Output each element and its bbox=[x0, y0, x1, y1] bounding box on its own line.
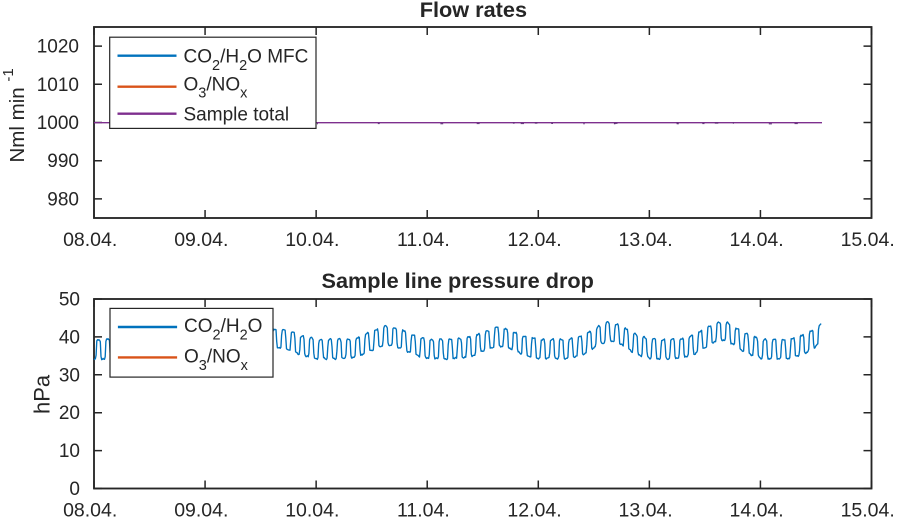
svg-text:14.04.: 14.04. bbox=[729, 229, 783, 251]
svg-text:14.04.: 14.04. bbox=[729, 499, 783, 519]
svg-text:08.04.: 08.04. bbox=[63, 229, 117, 251]
svg-text:08.04.: 08.04. bbox=[63, 499, 117, 519]
svg-text:11.04.: 11.04. bbox=[397, 229, 450, 251]
svg-text:11.04.: 11.04. bbox=[397, 499, 450, 519]
svg-text:09.04.: 09.04. bbox=[174, 499, 228, 519]
svg-text:Sample line pressure drop: Sample line pressure drop bbox=[322, 268, 594, 293]
svg-text:12.04.: 12.04. bbox=[507, 229, 561, 251]
svg-text:980: 980 bbox=[47, 189, 79, 210]
svg-text:13.04.: 13.04. bbox=[618, 499, 672, 519]
svg-text:1010: 1010 bbox=[37, 75, 79, 96]
svg-text:30: 30 bbox=[59, 365, 80, 386]
svg-text:0: 0 bbox=[69, 479, 80, 500]
svg-text:09.04.: 09.04. bbox=[174, 229, 228, 251]
svg-text:Sample total: Sample total bbox=[184, 105, 290, 126]
svg-text:15.04.: 15.04. bbox=[841, 499, 895, 519]
svg-text:20: 20 bbox=[59, 403, 80, 424]
svg-text:15.04.: 15.04. bbox=[841, 229, 895, 251]
svg-text:40: 40 bbox=[59, 327, 80, 348]
svg-text:Flow rates: Flow rates bbox=[420, 0, 527, 22]
svg-text:10: 10 bbox=[59, 441, 80, 462]
svg-text:1000: 1000 bbox=[37, 113, 79, 134]
svg-text:990: 990 bbox=[47, 151, 79, 172]
svg-text:1020: 1020 bbox=[37, 37, 79, 58]
svg-text:13.04.: 13.04. bbox=[618, 229, 672, 251]
svg-text:10.04.: 10.04. bbox=[285, 229, 339, 251]
svg-text:12.04.: 12.04. bbox=[507, 499, 561, 519]
svg-text:50: 50 bbox=[59, 290, 80, 311]
svg-text:10.04.: 10.04. bbox=[285, 499, 339, 519]
svg-text:hPa: hPa bbox=[30, 374, 55, 414]
